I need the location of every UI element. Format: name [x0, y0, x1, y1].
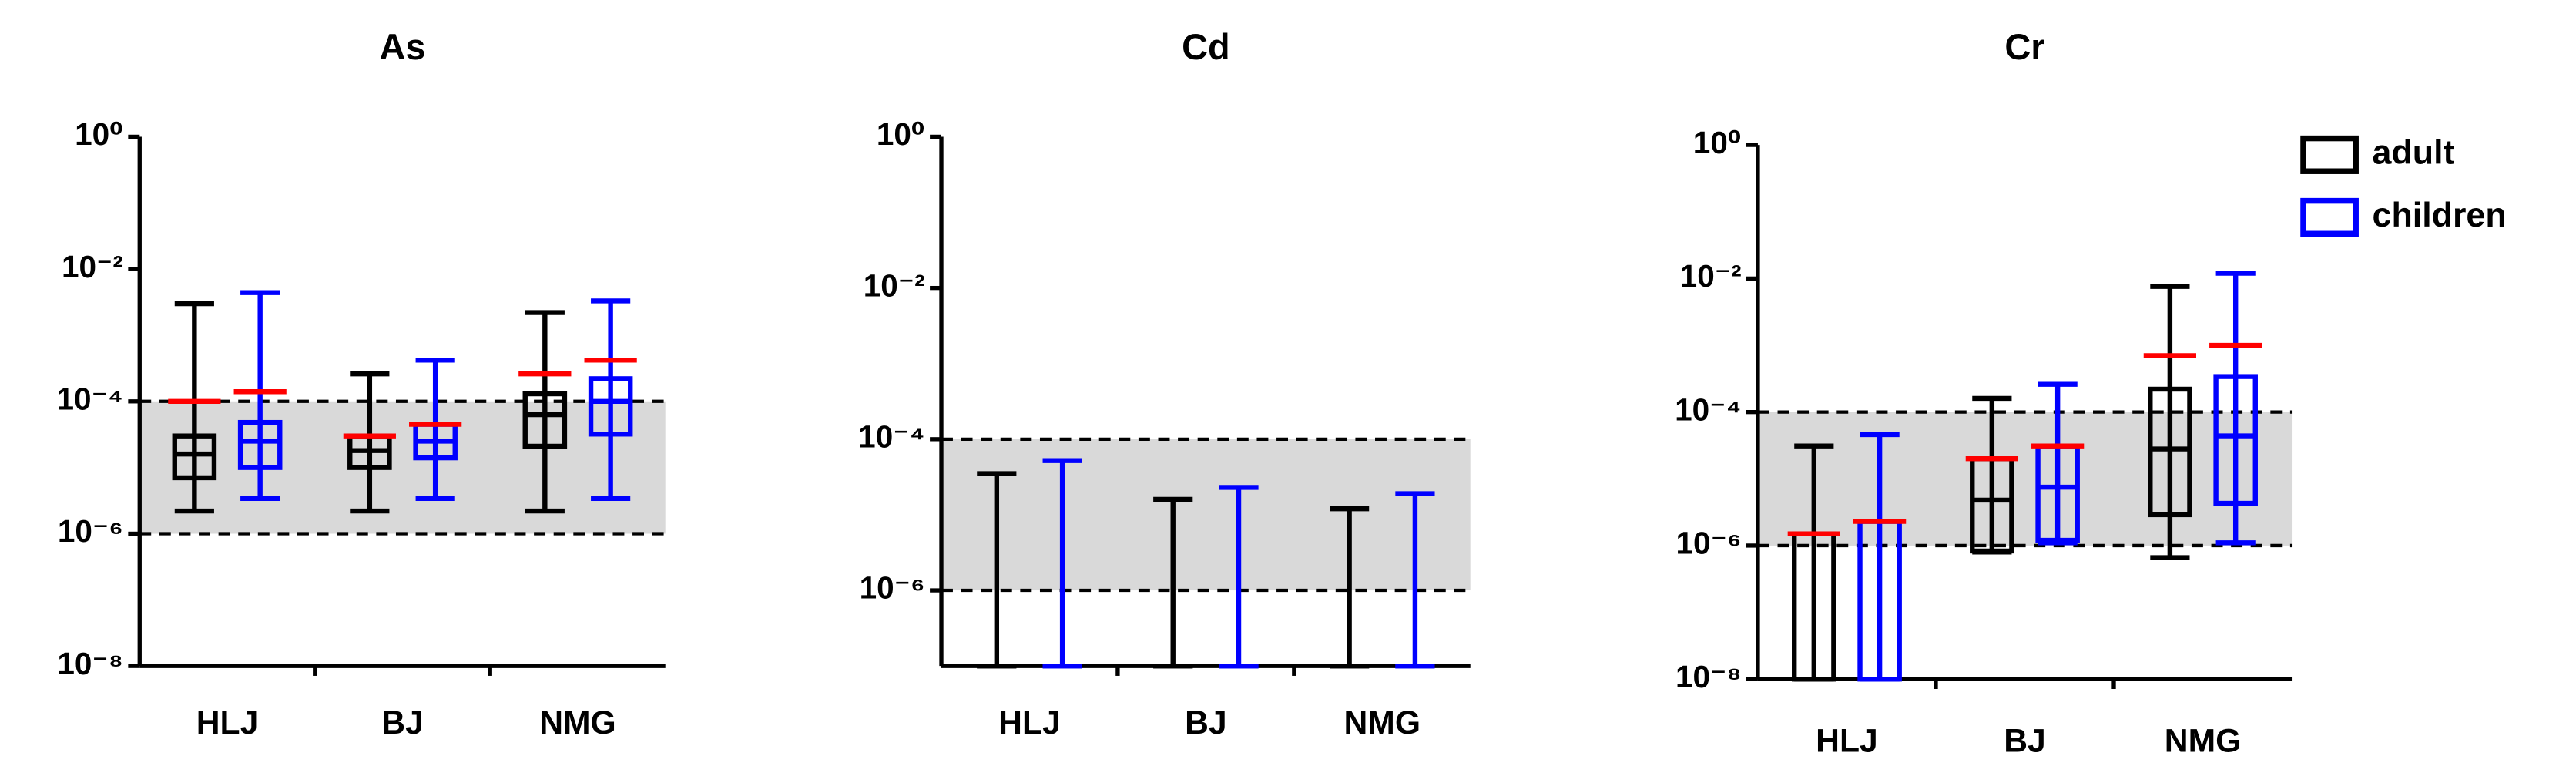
chart-title: Cd — [1182, 27, 1230, 67]
box — [588, 376, 633, 437]
y-tick-label: 10⁻² — [1680, 258, 1742, 294]
chart-title: Cr — [2004, 27, 2044, 67]
box — [2148, 386, 2192, 518]
box — [172, 433, 217, 481]
reference-band — [941, 439, 1471, 591]
y-tick-label: 10⁻⁶ — [58, 513, 123, 549]
y-tick-label: 10⁻⁴ — [858, 419, 925, 455]
x-tick-label: BJ — [2004, 723, 2046, 760]
legend-label: children — [2373, 196, 2507, 234]
x-tick-label: HLJ — [196, 704, 259, 741]
box — [2213, 374, 2258, 506]
y-tick-label: 10⁻² — [62, 249, 123, 284]
legend-swatch — [2300, 197, 2359, 237]
x-tick-label: HLJ — [998, 704, 1061, 741]
legend-swatch — [2300, 135, 2359, 174]
box — [522, 391, 568, 449]
reference-band — [1757, 412, 2293, 546]
y-tick-label: 10⁻⁴ — [56, 381, 123, 416]
y-tick-label: 10⁰ — [877, 116, 925, 152]
y-tick-label: 10⁻⁸ — [1675, 659, 1742, 694]
y-tick-label: 10⁰ — [1693, 125, 1742, 160]
box — [237, 419, 283, 470]
x-tick-label: NMG — [2165, 723, 2241, 760]
y-tick-label: 10⁻² — [864, 267, 925, 303]
y-tick-label: 10⁻⁶ — [1676, 526, 1742, 561]
y-tick-label: 10⁻⁸ — [57, 646, 123, 681]
x-tick-label: HLJ — [1816, 723, 1878, 760]
x-tick-label: NMG — [539, 704, 615, 741]
y-tick-label: 10⁻⁴ — [1675, 392, 1742, 427]
y-tick-label: 10⁰ — [75, 116, 123, 152]
legend-label: adult — [2373, 133, 2455, 172]
x-tick-label: NMG — [1344, 704, 1420, 741]
reference-band — [139, 401, 666, 534]
chart-title: As — [380, 27, 426, 67]
x-tick-label: BJ — [381, 704, 424, 741]
y-tick-label: 10⁻⁶ — [860, 570, 925, 606]
x-tick-label: BJ — [1185, 704, 1227, 741]
